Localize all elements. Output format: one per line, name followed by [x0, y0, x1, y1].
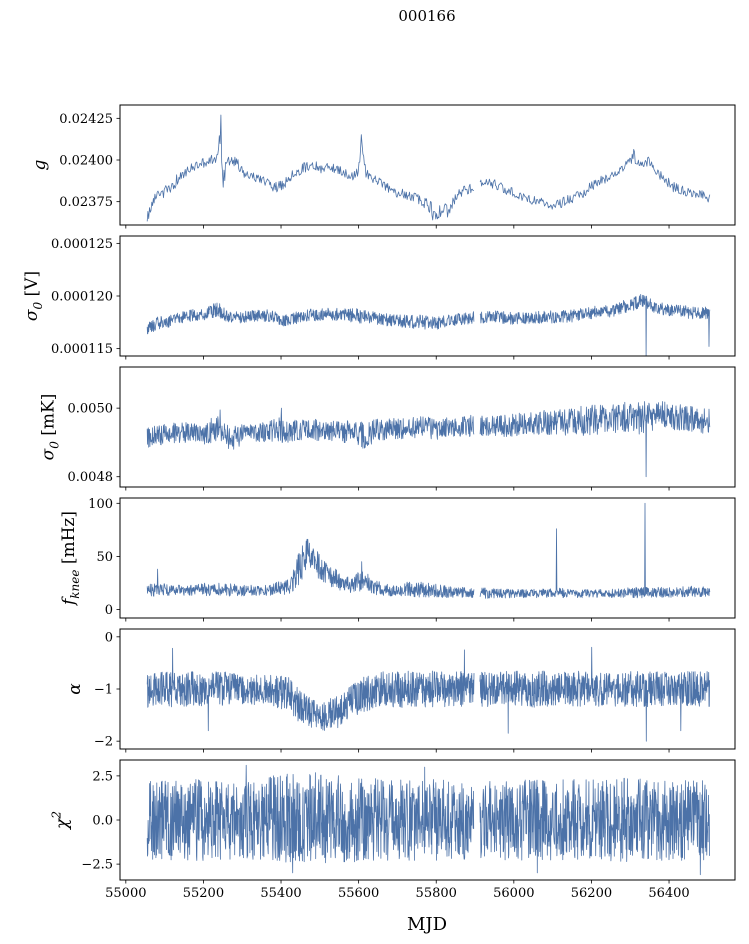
data-line-sigma0-v [146, 302, 475, 335]
y-tick-label: 100 [88, 497, 113, 512]
data-line-sigma0-v [479, 293, 711, 357]
chart-title: 000166 [398, 7, 455, 25]
y-axis-label-sigma0-v: σ0 [V] [22, 271, 45, 321]
subplot-g: 0.02375 0.02400 0.02425 g [30, 104, 736, 229]
data-line-chi2 [479, 777, 710, 876]
subplot-chi2: 55000 55200 55400 55600 55800 56000 56200 56400… [49, 759, 736, 901]
x-tick-label: 55600 [338, 886, 379, 901]
y-axis-label-fknee: fknee [mHz] [59, 511, 82, 607]
x-tick-label: 56000 [493, 886, 534, 901]
x-tick-label: 55400 [260, 886, 301, 901]
y-tick-label: 50 [96, 550, 113, 565]
x-tick-label: 55800 [416, 886, 457, 901]
subplot-alpha: −2 −1 0 α [65, 628, 736, 753]
data-line-fknee [146, 538, 475, 598]
y-tick-label: 0.02400 [59, 154, 113, 169]
x-tick-label: 55200 [183, 886, 224, 901]
subplot-sigma0-mk: 0.0048 0.0050 σ0 [mK] [39, 366, 736, 491]
x-axis-label: MJD [407, 914, 447, 935]
y-tick-label: 2.5 [92, 769, 113, 784]
data-line-chi2 [146, 764, 475, 874]
y-tick-label: 0.000115 [51, 342, 113, 357]
y-tick-label: 0.0050 [68, 402, 114, 417]
y-tick-label: 0.000120 [51, 290, 113, 305]
x-tick-label: 56400 [648, 886, 689, 901]
y-tick-label: −2 [94, 735, 113, 750]
y-tick-label: −2.5 [81, 858, 113, 873]
subplot-fknee: 0 50 100 fknee [mHz] [59, 497, 736, 622]
y-tick-label: −1 [94, 683, 113, 698]
y-tick-label: 0.000125 [51, 237, 113, 252]
y-tick-label: 0.02425 [59, 112, 113, 127]
y-axis-label-sigma0-mk: σ0 [mK] [39, 394, 62, 461]
data-line-g [479, 148, 711, 210]
y-tick-label: 0.0048 [68, 470, 114, 485]
y-tick-label: 0 [105, 630, 113, 645]
y-axis-label-chi2: χ2 [49, 811, 72, 830]
x-tick-label: 56200 [571, 886, 612, 901]
data-line-alpha [146, 647, 475, 732]
data-line-sigma0-mk [479, 401, 711, 478]
subplot-group: 0.023750.024000.02425g0.0001150.0001200.… [22, 104, 736, 901]
subplot-sigma0-v: 0.000115 0.000120 0.000125 σ0 [V] [22, 235, 736, 360]
axes-border [119, 104, 736, 226]
y-tick-label: 0 [105, 603, 113, 618]
data-line-alpha [479, 646, 710, 742]
x-tick-label: 55000 [105, 886, 146, 901]
y-tick-label: 0.02375 [59, 195, 113, 210]
y-tick-label: 0.0 [92, 814, 113, 829]
data-line-g [146, 114, 474, 222]
y-axis-label-alpha: α [65, 683, 85, 695]
y-axis-label-g: g [30, 159, 50, 170]
data-line-fknee [479, 502, 711, 599]
axes-border [119, 497, 736, 619]
data-line-sigma0-mk [146, 407, 475, 450]
axes-border [119, 366, 736, 488]
